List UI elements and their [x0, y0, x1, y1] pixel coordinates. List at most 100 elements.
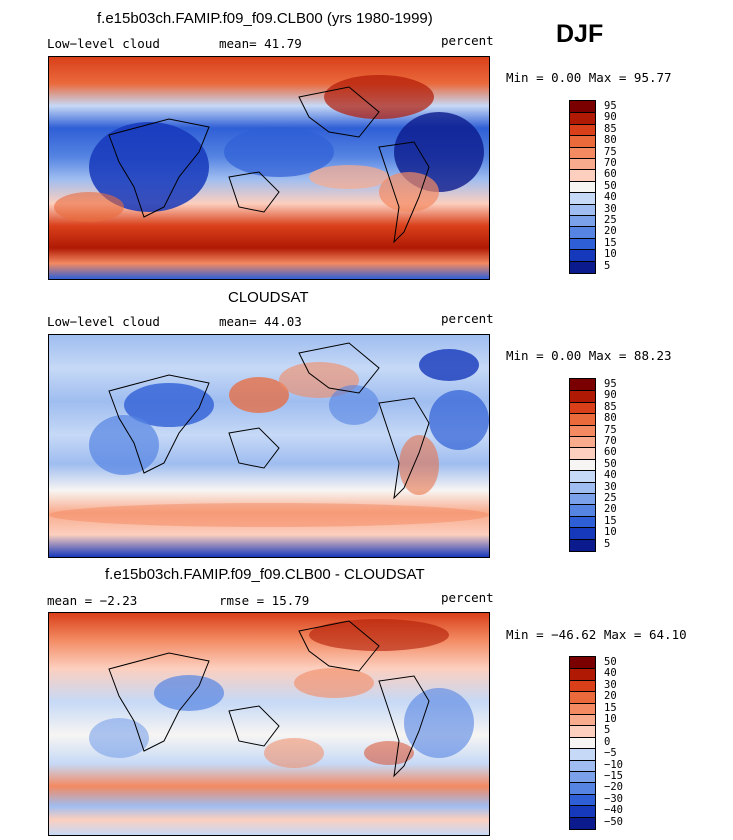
panel-2-colorbar-label: 95 — [604, 378, 617, 390]
panel-1-title: f.e15b03ch.FAMIP.f09_f09.CLB00 (yrs 1980… — [97, 10, 433, 27]
panel-1-map — [48, 56, 490, 280]
panel-3-colorbar — [569, 656, 596, 830]
panel-2-colorbar — [569, 378, 596, 552]
panel-2-colorbar-box — [570, 436, 595, 448]
panel-1-colorbar-label: 95 — [604, 100, 617, 112]
panel-3-minmax: Min = −46.62 Max = 64.10 — [506, 627, 687, 642]
panel-1-units-label: percent — [441, 33, 494, 48]
panel-2-colorbar-label: 90 — [604, 389, 617, 402]
panel-3-colorbar-label: −40 — [604, 804, 623, 817]
panel-3-colorbar-box — [570, 691, 595, 704]
panel-3-colorbar-label: 50 — [604, 656, 617, 668]
panel-1-colorbar-label: 40 — [604, 191, 617, 204]
panel-2-colorbar-box — [570, 515, 595, 528]
panel-2-colorbar-label: 30 — [604, 480, 617, 493]
panel-1-colorbar-box — [570, 135, 595, 148]
panel-2-colorbar-box — [570, 493, 595, 505]
panel-3-colorbar-label: −10 — [604, 758, 623, 771]
panel-1-colorbar-box — [570, 249, 595, 262]
panel-2-colorbar-label: 10 — [604, 526, 617, 539]
panel-1-colorbar-label: 30 — [604, 202, 617, 215]
panel-1-minmax: Min = 0.00 Max = 95.77 — [506, 70, 672, 85]
panel-3-colorbar-box — [570, 759, 595, 772]
panel-1-colorbar-box — [570, 146, 595, 159]
panel-2-field-label: Low−level cloud — [47, 314, 160, 329]
panel-3-colorbar-box — [570, 805, 595, 818]
panel-2-colorbar-box — [570, 470, 595, 483]
panel-2-minmax: Min = 0.00 Max = 88.23 — [506, 348, 672, 363]
panel-2-colorbar-label: 85 — [604, 400, 617, 413]
panel-3-rmse-label: rmse = 15.79 — [219, 593, 310, 608]
panel-2-contour-field — [49, 335, 489, 557]
panel-3-colorbar-box — [570, 816, 595, 829]
panel-3-colorbar-box — [570, 679, 595, 692]
panel-1-colorbar-label: 25 — [604, 214, 617, 226]
panel-3-colorbar-label: −50 — [604, 815, 623, 828]
panel-1-colorbar-label: 15 — [604, 236, 617, 249]
panel-1-colorbar-box — [570, 226, 595, 239]
panel-2-units-label: percent — [441, 311, 494, 326]
panel-3-mean-label: mean = −2.23 — [47, 593, 138, 608]
panel-1-colorbar-label: 60 — [604, 168, 617, 181]
panel-3-colorbar-box — [570, 793, 595, 806]
panel-1-colorbar-label: 70 — [604, 157, 617, 169]
panel-1-colorbar-box — [570, 112, 595, 125]
panel-1-contour-field — [49, 57, 489, 279]
panel-3-colorbar-box — [570, 736, 595, 749]
panel-2-colorbar-box — [570, 481, 595, 494]
panel-3-colorbar-box — [570, 657, 595, 669]
panel-3-colorbar-label: 5 — [604, 724, 611, 737]
panel-1-colorbar-box — [570, 215, 595, 227]
panel-1-colorbar-box — [570, 192, 595, 205]
panel-2-colorbar-box — [570, 504, 595, 517]
panel-3-colorbar-label: −30 — [604, 792, 623, 805]
panel-3-colorbar-label: −20 — [604, 781, 623, 794]
panel-2-colorbar-label: 20 — [604, 503, 617, 516]
panel-3-colorbar-label: 10 — [604, 713, 617, 725]
panel-1-colorbar-box — [570, 101, 595, 113]
panel-2-colorbar-label: 40 — [604, 469, 617, 482]
panel-1-colorbar-box — [570, 180, 595, 193]
panel-3-colorbar-box — [570, 748, 595, 761]
panel-1-colorbar-box — [570, 203, 595, 216]
panel-3-map — [48, 612, 490, 836]
panel-2-colorbar-box — [570, 413, 595, 426]
panel-2-colorbar-label: 25 — [604, 492, 617, 504]
panel-2-colorbar-label: 70 — [604, 435, 617, 447]
panel-2-colorbar-box — [570, 401, 595, 414]
panel-1-colorbar-box — [570, 237, 595, 250]
panel-2-colorbar-label: 75 — [604, 423, 617, 436]
panel-1-colorbar-label: 80 — [604, 134, 617, 147]
panel-2-title: CLOUDSAT — [228, 289, 309, 306]
panel-2-colorbar-box — [570, 379, 595, 391]
panel-3-colorbar-box — [570, 702, 595, 715]
panel-1-colorbar-box — [570, 260, 595, 273]
season-label: DJF — [556, 20, 604, 48]
panel-2-colorbar-box — [570, 458, 595, 471]
panel-1-colorbar-label: 75 — [604, 145, 617, 158]
panel-2-colorbar-label: 80 — [604, 412, 617, 425]
panel-3-colorbar-label: 15 — [604, 701, 617, 714]
panel-2-colorbar-label: 5 — [604, 537, 611, 550]
panel-1-colorbar-label: 50 — [604, 179, 617, 192]
panel-1-colorbar-label: 5 — [604, 259, 611, 272]
panel-2-colorbar-box — [570, 424, 595, 437]
panel-1-colorbar-label: 85 — [604, 122, 617, 135]
panel-1-colorbar-box — [570, 158, 595, 170]
panel-2-colorbar-box — [570, 390, 595, 403]
panel-3-colorbar-label: 40 — [604, 667, 617, 680]
panel-3-colorbar-label: −15 — [604, 770, 623, 782]
panel-3-colorbar-box — [570, 714, 595, 726]
panel-2-colorbar-label: 15 — [604, 514, 617, 527]
panel-2-mean-label: mean= 44.03 — [219, 314, 302, 329]
panel-1-colorbar-box — [570, 169, 595, 182]
panel-1-colorbar-label: 90 — [604, 111, 617, 124]
panel-3-colorbar-label: 20 — [604, 690, 617, 703]
panel-1-colorbar-label: 10 — [604, 248, 617, 261]
panel-3-colorbar-box — [570, 771, 595, 783]
panel-1-mean-label: mean= 41.79 — [219, 36, 302, 51]
panel-3-colorbar-label: 30 — [604, 678, 617, 691]
panel-1-colorbar — [569, 100, 596, 274]
panel-3-title: f.e15b03ch.FAMIP.f09_f09.CLB00 - CLOUDSA… — [105, 566, 425, 583]
panel-1-field-label: Low−level cloud — [47, 36, 160, 51]
